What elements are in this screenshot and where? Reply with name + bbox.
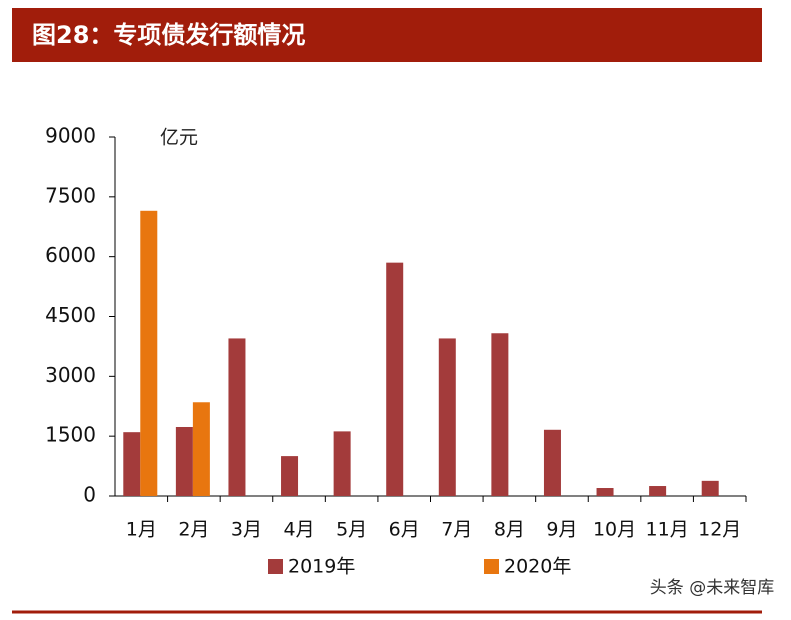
y-tick-label: 1500 (45, 423, 96, 447)
x-tick-label: 12月 (698, 519, 741, 541)
bar (192, 402, 210, 496)
y-axis-unit: 亿元 (160, 127, 198, 149)
x-tick-label: 10月 (593, 519, 636, 541)
y-tick-label: 6000 (45, 243, 96, 267)
x-tick-label: 2月 (178, 519, 209, 541)
x-tick-label: 8月 (494, 519, 525, 541)
title: 图28：专项债发行额情况 (32, 21, 305, 49)
x-tick-label: 3月 (231, 519, 262, 541)
bar (333, 431, 351, 496)
bar (228, 338, 246, 496)
bar (140, 210, 158, 497)
bar (438, 338, 456, 496)
bar (596, 488, 614, 496)
bar (543, 429, 561, 496)
bar (701, 480, 719, 496)
legend-swatch (268, 559, 283, 574)
y-tick-label: 7500 (45, 183, 96, 207)
y-tick-label: 4500 (45, 303, 96, 327)
x-tick-label: 7月 (441, 519, 472, 541)
y-tick-label: 9000 (45, 124, 96, 148)
x-tick-label: 1月 (126, 519, 157, 541)
bar (491, 333, 509, 496)
legend-swatch (484, 559, 499, 574)
y-tick-label: 3000 (45, 363, 96, 387)
legend-label: 2020年 (504, 556, 571, 578)
bar (649, 486, 667, 496)
x-tick-label: 5月 (336, 519, 367, 541)
x-tick-label: 4月 (283, 519, 314, 541)
title-banner (12, 8, 762, 62)
watermark: 头条 @未来智库 (650, 578, 774, 598)
x-tick-label: 6月 (389, 519, 420, 541)
x-tick-label: 9月 (546, 519, 577, 541)
bar (175, 426, 193, 496)
bar (386, 262, 404, 496)
legend-label: 2019年 (288, 556, 355, 578)
bar (281, 456, 299, 496)
bar (123, 432, 141, 496)
x-tick-label: 11月 (646, 519, 689, 541)
y-tick-label: 0 (83, 483, 96, 507)
